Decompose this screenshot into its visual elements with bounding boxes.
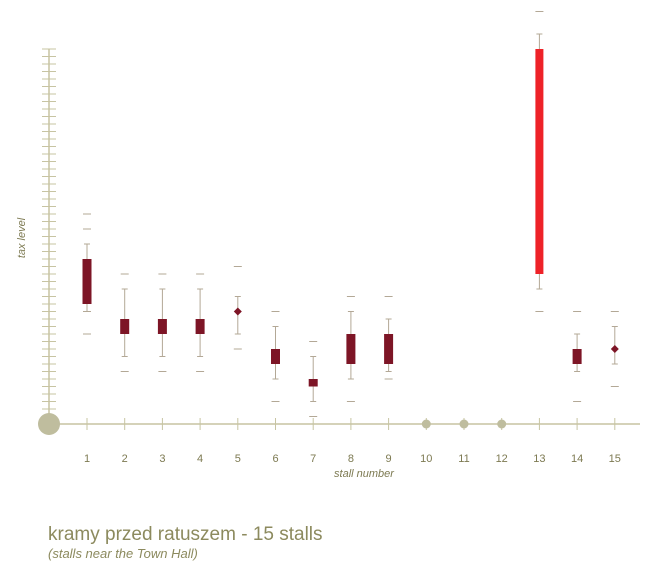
- box-iqr: [535, 49, 544, 274]
- x-tick-label: 8: [348, 453, 354, 465]
- box-iqr: [572, 349, 582, 364]
- stall-7-box: [308, 341, 318, 417]
- box-iqr: [346, 334, 356, 364]
- box-iqr: [384, 334, 394, 364]
- y-axis-title: tax level: [16, 217, 28, 258]
- x-tick-label: 14: [571, 453, 583, 465]
- chart-subtitle: (stalls near the Town Hall): [48, 546, 198, 561]
- empty-stall-marker: [497, 419, 507, 429]
- x-tick-label: 9: [386, 453, 392, 465]
- box-iqr: [120, 319, 130, 334]
- stall-6-box: [271, 311, 280, 402]
- stall-12-box: [497, 419, 507, 429]
- box-iqr: [308, 379, 318, 387]
- stall-1-box: [82, 213, 92, 335]
- x-axis-title: stall number: [334, 468, 395, 480]
- box-iqr: [195, 319, 205, 334]
- median-diamond: [233, 307, 242, 316]
- x-tick-label: 15: [609, 453, 621, 465]
- x-tick-label: 2: [122, 453, 128, 465]
- x-tick-label: 10: [420, 453, 432, 465]
- stall-14-box: [572, 311, 582, 402]
- stall-3-box: [157, 273, 167, 372]
- stall-11-box: [459, 419, 469, 429]
- x-tick-label: 5: [235, 453, 241, 465]
- origin-marker: [38, 413, 60, 435]
- x-tick-label: 12: [496, 453, 508, 465]
- stall-8-box: [346, 296, 356, 402]
- x-tick-label: 7: [310, 453, 316, 465]
- stall-9-box: [384, 296, 394, 380]
- chart-title: kramy przed ratuszem - 15 stalls: [48, 524, 323, 545]
- box-iqr: [271, 349, 280, 364]
- stall-4-box: [195, 273, 205, 372]
- box-iqr: [82, 259, 92, 304]
- box-iqr: [157, 319, 167, 334]
- stall-13-box: [535, 11, 544, 312]
- x-tick-label: 1: [84, 453, 90, 465]
- empty-stall-marker: [459, 419, 469, 429]
- stall-10-box: [421, 419, 431, 429]
- plot-area: [82, 11, 619, 429]
- median-diamond: [610, 345, 619, 353]
- empty-stall-marker: [421, 419, 431, 429]
- x-tick-label: 3: [159, 453, 165, 465]
- box-plot-chart: 1 2 3 4 5 6 7 8 9 10 11 12 13 14 15 tax level stall nu…: [16, 11, 640, 480]
- x-tick-label: 4: [197, 453, 203, 465]
- x-tick-label: 6: [272, 453, 278, 465]
- stall-2-box: [120, 273, 130, 372]
- x-tick-label: 13: [533, 453, 545, 465]
- x-tick-label: 11: [458, 453, 469, 465]
- y-axis: [42, 48, 56, 425]
- stall-5-box: [233, 266, 242, 350]
- x-axis: 1 2 3 4 5 6 7 8 9 10 11 12 13 14 15: [38, 413, 640, 465]
- stall-15-box: [610, 311, 619, 387]
